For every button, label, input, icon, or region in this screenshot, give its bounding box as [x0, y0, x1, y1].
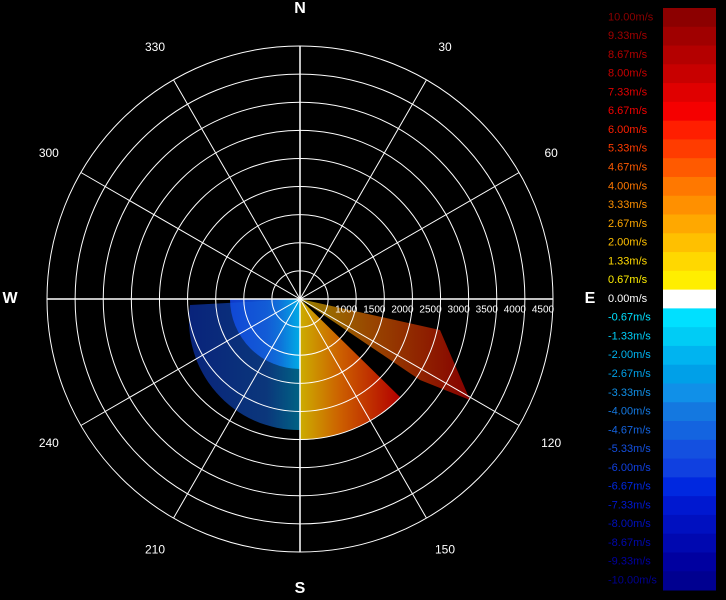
legend-label: -4.00m/s: [608, 406, 651, 418]
range-label: 1500: [363, 305, 386, 316]
legend-label: 0.00m/s: [608, 293, 648, 305]
legend-swatch: [663, 533, 716, 553]
legend-swatch: [663, 8, 716, 28]
legend-swatch: [663, 496, 716, 516]
range-label: 3000: [448, 305, 471, 316]
compass-label: W: [2, 290, 18, 307]
legend-swatch: [663, 514, 716, 535]
legend-swatch: [663, 252, 716, 272]
legend-swatch: [663, 101, 716, 122]
legend-swatch: [663, 327, 716, 347]
legend-swatch: [663, 402, 716, 422]
azimuth-label: 300: [39, 146, 59, 160]
range-label: 4000: [504, 305, 527, 316]
legend-swatch: [663, 45, 716, 65]
legend-swatch: [663, 458, 716, 478]
legend-swatch: [663, 477, 716, 497]
legend-swatch: [663, 176, 716, 197]
legend-label: 10.00m/s: [608, 11, 654, 23]
azimuth-label: 30: [438, 40, 452, 54]
legend-swatch: [663, 139, 716, 159]
compass-label: E: [585, 290, 596, 307]
legend-swatch: [663, 195, 716, 216]
legend-label: -8.67m/s: [608, 537, 651, 549]
range-label: 2500: [419, 305, 442, 316]
legend-swatch: [663, 120, 716, 140]
azimuth-label: 120: [541, 436, 561, 450]
legend-label: 7.33m/s: [608, 86, 648, 98]
legend-label: -5.33m/s: [608, 443, 651, 455]
compass-label: N: [294, 0, 306, 17]
legend-label: -6.67m/s: [608, 481, 651, 493]
azimuth-label: 210: [145, 542, 165, 556]
legend-label: 6.67m/s: [608, 105, 648, 117]
legend-label: 6.00m/s: [608, 124, 648, 136]
legend-label: -7.33m/s: [608, 499, 651, 511]
legend-swatch: [663, 158, 716, 178]
legend-swatch: [663, 421, 716, 441]
legend-swatch: [663, 571, 716, 591]
legend-swatch: [663, 383, 716, 403]
compass-label: S: [295, 580, 306, 597]
spoke: [173, 79, 427, 519]
radar-echo: [188, 299, 470, 440]
azimuth-label: 330: [145, 40, 165, 54]
range-label: 2000: [391, 305, 414, 316]
legend-label: 9.33m/s: [608, 30, 648, 42]
azimuth-label: 60: [544, 146, 558, 160]
legend-label: -10.00m/s: [608, 575, 657, 587]
legend-label: 4.67m/s: [608, 161, 648, 173]
legend-label: -9.33m/s: [608, 556, 651, 568]
range-label: 3500: [476, 305, 499, 316]
legend-label: 2.67m/s: [608, 218, 648, 230]
legend-swatch: [663, 233, 716, 253]
range-label: 4500: [532, 305, 555, 316]
range-label: 1000: [335, 305, 358, 316]
legend-label: 0.67m/s: [608, 274, 648, 286]
legend-label: -2.00m/s: [608, 349, 651, 361]
legend-swatch: [663, 64, 716, 84]
azimuth-label: 150: [435, 542, 455, 556]
legend-label: -3.33m/s: [608, 387, 651, 399]
legend-label: 3.33m/s: [608, 199, 648, 211]
legend-swatch: [663, 214, 716, 234]
legend-swatch: [663, 83, 716, 103]
legend-label: 1.33m/s: [608, 255, 648, 267]
legend-swatch: [663, 552, 716, 572]
legend-label: -4.67m/s: [608, 424, 651, 436]
legend-label: -1.33m/s: [608, 330, 651, 342]
legend-label: 8.67m/s: [608, 49, 648, 61]
legend-label: 8.00m/s: [608, 68, 648, 80]
legend-label: 2.00m/s: [608, 237, 648, 249]
legend-label: -8.00m/s: [608, 518, 651, 530]
azimuth-label: 240: [39, 436, 59, 450]
legend-swatch: [663, 270, 716, 291]
legend-label: -6.00m/s: [608, 462, 651, 474]
legend-swatch: [663, 26, 716, 47]
legend-label: 5.33m/s: [608, 143, 648, 155]
legend-swatch: [663, 345, 716, 366]
legend-swatch: [663, 439, 716, 460]
legend-swatch: [663, 289, 716, 309]
legend-swatch: [663, 308, 716, 328]
legend-label: -0.67m/s: [608, 312, 651, 324]
legend-swatch: [663, 364, 716, 384]
legend-label: -2.67m/s: [608, 368, 651, 380]
polar-grid: [46, 45, 554, 553]
legend-label: 4.00m/s: [608, 180, 648, 192]
